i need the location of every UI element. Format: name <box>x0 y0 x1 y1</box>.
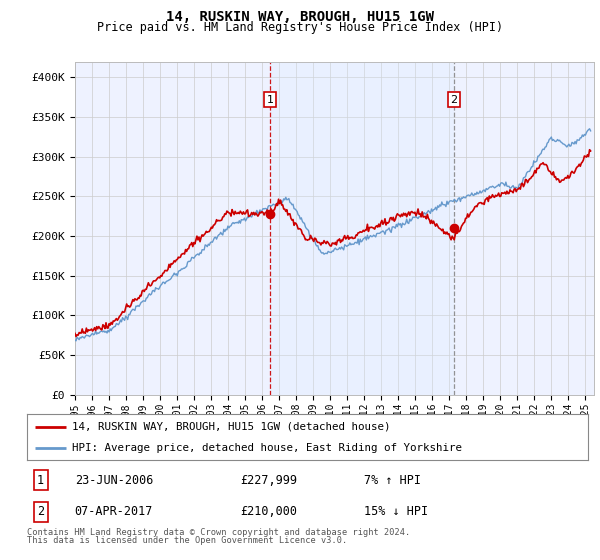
Text: 1: 1 <box>37 474 44 487</box>
Bar <box>270 62 454 395</box>
Text: 14, RUSKIN WAY, BROUGH, HU15 1GW: 14, RUSKIN WAY, BROUGH, HU15 1GW <box>166 10 434 24</box>
Text: 15% ↓ HPI: 15% ↓ HPI <box>364 505 428 519</box>
Text: Contains HM Land Registry data © Crown copyright and database right 2024.: Contains HM Land Registry data © Crown c… <box>27 528 410 536</box>
Text: 1: 1 <box>266 95 274 105</box>
Text: 2: 2 <box>451 95 458 105</box>
Text: This data is licensed under the Open Government Licence v3.0.: This data is licensed under the Open Gov… <box>27 536 347 545</box>
Text: HPI: Average price, detached house, East Riding of Yorkshire: HPI: Average price, detached house, East… <box>72 443 462 453</box>
Text: Price paid vs. HM Land Registry's House Price Index (HPI): Price paid vs. HM Land Registry's House … <box>97 21 503 34</box>
Text: 23-JUN-2006: 23-JUN-2006 <box>74 474 153 487</box>
Text: 7% ↑ HPI: 7% ↑ HPI <box>364 474 421 487</box>
Text: 07-APR-2017: 07-APR-2017 <box>74 505 153 519</box>
Text: 2: 2 <box>37 505 44 519</box>
Text: £210,000: £210,000 <box>240 505 297 519</box>
Text: 14, RUSKIN WAY, BROUGH, HU15 1GW (detached house): 14, RUSKIN WAY, BROUGH, HU15 1GW (detach… <box>72 422 391 432</box>
Text: £227,999: £227,999 <box>240 474 297 487</box>
